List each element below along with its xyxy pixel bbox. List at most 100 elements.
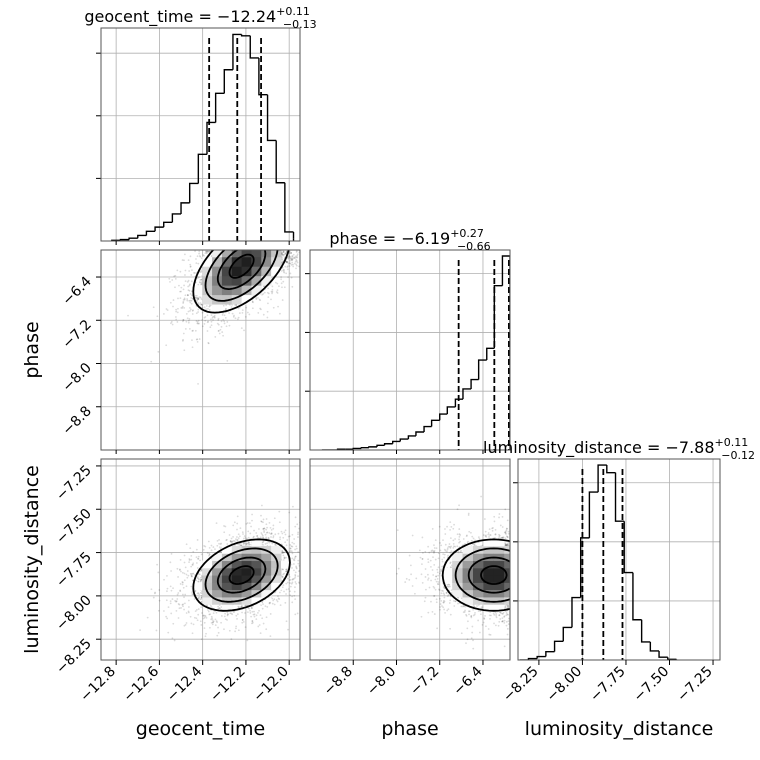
scatter-point bbox=[294, 575, 297, 577]
scatter-point bbox=[203, 627, 206, 630]
scatter-point bbox=[282, 584, 285, 587]
scatter-point bbox=[212, 621, 214, 624]
scatter-point bbox=[188, 299, 191, 302]
scatter-point bbox=[286, 265, 289, 268]
scatter-point bbox=[287, 588, 290, 590]
hist-bar bbox=[486, 347, 495, 361]
scatter-point bbox=[197, 297, 199, 300]
scatter-point bbox=[289, 544, 292, 546]
scatter-point bbox=[251, 622, 253, 625]
density-cell bbox=[212, 250, 223, 258]
scatter-point bbox=[284, 601, 287, 604]
scatter-point bbox=[185, 313, 188, 315]
scatter-point bbox=[259, 614, 262, 617]
scatter-point bbox=[297, 536, 299, 538]
scatter-point bbox=[198, 281, 201, 283]
scatter-point bbox=[242, 537, 245, 540]
scatter-point bbox=[290, 582, 293, 585]
scatter-point bbox=[195, 297, 198, 299]
hist-bar bbox=[383, 443, 393, 446]
scatter-point bbox=[189, 547, 192, 550]
density-cell bbox=[261, 228, 271, 238]
scatter-point bbox=[221, 312, 224, 315]
scatter-point bbox=[203, 323, 206, 325]
scatter-point bbox=[234, 540, 236, 543]
scatter-point bbox=[285, 582, 288, 585]
scatter-point bbox=[253, 613, 256, 616]
scatter-point bbox=[195, 548, 198, 551]
scatter-point bbox=[244, 604, 247, 607]
scatter-point bbox=[247, 541, 250, 544]
scatter-point bbox=[185, 622, 188, 624]
scatter-point bbox=[197, 322, 200, 325]
scatter-point bbox=[198, 596, 201, 599]
scatter-point bbox=[174, 316, 177, 318]
scatter-point bbox=[232, 524, 235, 527]
scatter-point bbox=[257, 297, 259, 299]
scatter-point bbox=[205, 305, 208, 307]
scatter-point bbox=[331, 263, 333, 265]
scatter-point bbox=[230, 638, 233, 641]
scatter-point bbox=[236, 613, 239, 616]
scatter-point bbox=[262, 536, 264, 539]
scatter-point bbox=[207, 610, 210, 613]
scatter-point bbox=[198, 250, 201, 253]
scatter-point bbox=[198, 573, 201, 576]
scatter-point bbox=[241, 611, 243, 614]
scatter-point bbox=[197, 580, 200, 583]
scatter-point bbox=[177, 297, 179, 300]
scatter-point bbox=[293, 594, 296, 597]
scatter-point bbox=[223, 322, 226, 325]
scatter-point bbox=[208, 613, 211, 616]
scatter-point bbox=[305, 551, 307, 553]
scatter-point bbox=[213, 315, 216, 318]
scatter-point bbox=[199, 576, 202, 579]
scatter-point bbox=[192, 329, 194, 332]
scatter-point bbox=[226, 611, 229, 614]
scatter-point bbox=[182, 605, 184, 608]
scatter-point bbox=[306, 554, 308, 556]
scatter-point bbox=[199, 598, 202, 601]
hist-bar bbox=[258, 57, 268, 96]
scatter-point bbox=[301, 269, 303, 271]
scatter-point bbox=[191, 310, 194, 312]
scatter-point bbox=[281, 575, 284, 578]
scatter-point bbox=[282, 554, 285, 557]
scatter-point bbox=[197, 557, 200, 560]
scatter-point bbox=[165, 308, 168, 310]
scatter-point bbox=[152, 596, 155, 599]
scatter-point bbox=[260, 532, 263, 534]
scatter-point bbox=[185, 612, 188, 614]
scatter-point bbox=[200, 297, 203, 300]
scatter-point bbox=[251, 307, 254, 310]
scatter-point bbox=[296, 260, 298, 262]
scatter-point bbox=[183, 554, 186, 557]
scatter-point bbox=[230, 612, 233, 615]
scatter-point bbox=[198, 296, 201, 299]
scatter-point bbox=[282, 269, 285, 272]
panel-title: luminosity_distance = −7.88+0.11 −0.12 bbox=[483, 436, 755, 462]
panel-title: phase = −6.19+0.27 −0.66 bbox=[329, 227, 490, 253]
scatter-point bbox=[291, 285, 294, 288]
scatter-point bbox=[279, 312, 281, 315]
scatter-point bbox=[179, 589, 182, 592]
contour-line bbox=[216, 250, 267, 291]
scatter-point bbox=[206, 250, 209, 253]
scatter-point bbox=[272, 535, 275, 537]
scatter-point bbox=[289, 259, 292, 262]
scatter-point bbox=[175, 600, 178, 603]
scatter-point bbox=[177, 307, 179, 310]
scatter-point bbox=[189, 310, 191, 312]
scatter-point bbox=[191, 575, 193, 578]
scatter-point bbox=[295, 566, 298, 569]
scatter-point bbox=[190, 280, 193, 283]
scatter-point bbox=[174, 277, 177, 280]
scatter-point bbox=[169, 561, 172, 564]
scatter-point bbox=[195, 579, 198, 582]
scatter-point bbox=[289, 547, 292, 550]
scatter-point bbox=[197, 308, 200, 311]
scatter-point bbox=[282, 250, 285, 253]
scatter-point bbox=[266, 606, 269, 608]
scatter-point bbox=[271, 597, 274, 600]
scatter-point bbox=[306, 257, 308, 259]
